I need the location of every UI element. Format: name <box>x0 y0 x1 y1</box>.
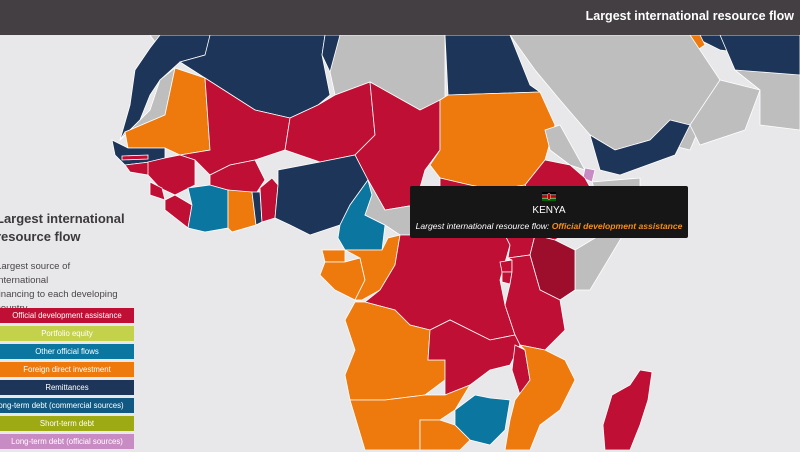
legend-item-fdi[interactable]: Foreign direct investment <box>0 362 134 377</box>
sidebar-desc-line1: Largest source of international <box>0 261 71 286</box>
page-title: Largest international resource flow <box>585 9 794 23</box>
country-ghana[interactable] <box>227 189 257 233</box>
country-madagascar[interactable] <box>602 369 653 450</box>
country-tooltip: KENYA Largest international resource flo… <box>410 186 688 238</box>
kenya-flag-icon <box>542 192 556 201</box>
legend-item-oda[interactable]: Official development assistance <box>0 308 134 323</box>
country-rwanda[interactable] <box>499 259 513 273</box>
tooltip-flow-line: Largest international resource flow: Off… <box>410 221 688 231</box>
tooltip-prefix: Largest international resource flow: <box>415 221 550 231</box>
tooltip-country-name: KENYA <box>532 205 566 216</box>
country-guinea[interactable] <box>147 154 196 196</box>
legend: Official development assistance Portfoli… <box>0 308 134 452</box>
country-gulf-states[interactable] <box>733 69 800 131</box>
legend-item-other-official-flows[interactable]: Other official flows <box>0 344 134 359</box>
country-zambia[interactable] <box>427 319 521 396</box>
top-bar: Largest international resource flow <box>0 0 800 35</box>
legend-item-ltd-commercial[interactable]: Long-term debt (commercial sources) <box>0 398 134 413</box>
sidebar-title-line2: resource flow <box>0 229 81 244</box>
legend-item-ltd-official[interactable]: Long-term debt (official sources) <box>0 434 134 449</box>
legend-item-portfolio-equity[interactable]: Portfolio equity <box>0 326 134 341</box>
country-mozambique[interactable] <box>504 344 576 450</box>
country-oman[interactable] <box>689 79 761 146</box>
country-namibia[interactable] <box>349 384 471 450</box>
legend-item-short-term-debt[interactable]: Short-term debt <box>0 416 134 431</box>
tooltip-value: Official development assistance <box>551 221 683 231</box>
country-eq-guinea[interactable] <box>321 249 346 263</box>
sidebar-title-line1: Largest international <box>0 211 125 226</box>
sidebar-title: Largest international resource flow <box>0 210 132 246</box>
country-cote-divoire[interactable] <box>187 184 229 233</box>
country-gambia[interactable] <box>121 154 149 161</box>
country-eritrea[interactable] <box>544 124 586 171</box>
legend-item-remittances[interactable]: Remittances <box>0 380 134 395</box>
country-egypt[interactable] <box>444 35 542 96</box>
sidebar-desc-line2: financing to each developing <box>0 289 118 300</box>
country-botswana[interactable] <box>419 419 471 450</box>
